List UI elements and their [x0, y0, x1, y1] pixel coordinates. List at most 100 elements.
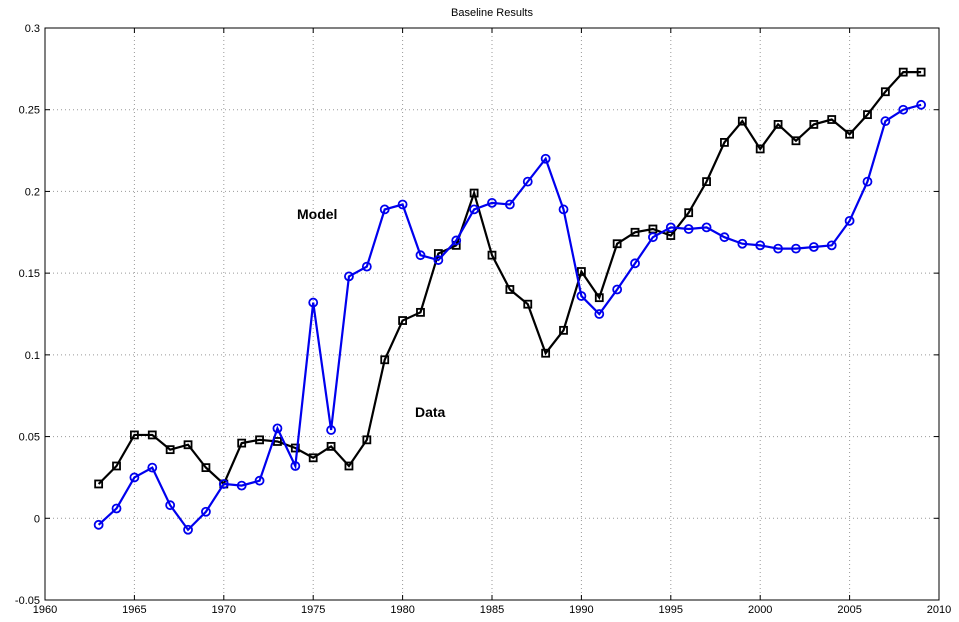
marker	[737, 116, 747, 126]
marker	[755, 240, 766, 251]
marker	[93, 519, 104, 530]
marker	[791, 136, 801, 146]
marker	[504, 199, 515, 210]
marker	[844, 215, 855, 226]
marker	[773, 243, 783, 254]
x-tick-label: 1980	[390, 604, 414, 616]
marker	[540, 153, 551, 164]
marker	[880, 116, 891, 127]
marker	[863, 110, 872, 120]
marker	[469, 204, 480, 215]
x-tick-label: 1965	[122, 604, 146, 616]
marker	[791, 243, 801, 254]
x-tick-label: 2000	[748, 604, 772, 616]
y-tick-label: 0.1	[25, 350, 40, 362]
y-tick-label: 0	[34, 513, 40, 525]
marker	[648, 232, 658, 243]
x-tick-label: 1975	[301, 604, 325, 616]
marker	[558, 204, 569, 215]
marker	[272, 423, 283, 434]
marker	[523, 299, 533, 309]
marker	[630, 258, 640, 269]
marker	[236, 480, 247, 491]
marker	[827, 115, 837, 124]
marker	[111, 503, 122, 514]
marker	[522, 176, 533, 187]
marker	[683, 224, 694, 234]
annotation: Model	[297, 206, 337, 222]
marker	[147, 462, 158, 473]
marker	[809, 120, 819, 129]
marker	[254, 475, 265, 486]
marker	[112, 461, 121, 471]
marker	[218, 479, 229, 489]
marker	[594, 293, 604, 303]
marker	[433, 249, 443, 258]
marker	[701, 222, 712, 233]
marker	[808, 242, 819, 252]
marker	[862, 176, 873, 187]
marker	[826, 240, 837, 251]
marker	[290, 443, 300, 453]
marker	[612, 239, 622, 249]
marker	[469, 188, 479, 198]
plot-frame	[44, 27, 940, 601]
chart-title: Baseline Results	[451, 7, 533, 19]
marker	[380, 355, 390, 365]
y-tick-label: 0.15	[19, 268, 40, 280]
series-line	[97, 71, 922, 486]
marker	[129, 472, 140, 483]
y-tick-label: 0.25	[19, 105, 40, 117]
marker	[612, 284, 623, 295]
marker	[665, 222, 676, 233]
marker	[845, 129, 854, 139]
marker	[94, 479, 104, 489]
x-tick-label: 2010	[927, 604, 951, 616]
y-tick-label: 0.05	[19, 432, 40, 444]
x-tick-label: 1990	[569, 604, 593, 616]
marker	[326, 441, 336, 451]
marker	[541, 348, 551, 358]
marker	[398, 316, 408, 325]
marker	[165, 500, 176, 511]
marker	[201, 506, 211, 517]
marker	[290, 461, 301, 471]
x-tick-label: 1960	[33, 604, 57, 616]
marker	[577, 267, 586, 276]
marker	[898, 104, 909, 115]
series-line	[97, 103, 922, 532]
marker	[415, 250, 426, 261]
x-tick-label: 2005	[837, 604, 861, 616]
marker	[684, 208, 694, 218]
annotation: Data	[415, 404, 446, 420]
marker	[183, 440, 193, 450]
marker	[237, 438, 247, 448]
marker	[719, 232, 730, 243]
marker	[720, 137, 729, 147]
marker	[379, 204, 390, 215]
marker	[559, 325, 568, 335]
x-tick-label: 1970	[212, 604, 236, 616]
marker	[255, 435, 264, 445]
marker	[702, 177, 711, 187]
y-tick-label: 0.2	[25, 186, 40, 198]
marker	[505, 285, 515, 294]
y-tick-label: 0.3	[25, 23, 40, 35]
marker	[344, 461, 354, 471]
marker	[576, 291, 587, 301]
marker	[201, 463, 211, 473]
marker	[183, 524, 193, 535]
marker	[773, 120, 783, 129]
y-tick-label: -0.05	[15, 595, 40, 607]
marker	[880, 87, 890, 97]
marker	[755, 144, 765, 154]
marker	[451, 235, 462, 246]
marker	[308, 453, 318, 463]
marker	[344, 271, 354, 282]
marker	[308, 297, 319, 308]
marker	[898, 67, 908, 77]
marker	[594, 309, 605, 319]
